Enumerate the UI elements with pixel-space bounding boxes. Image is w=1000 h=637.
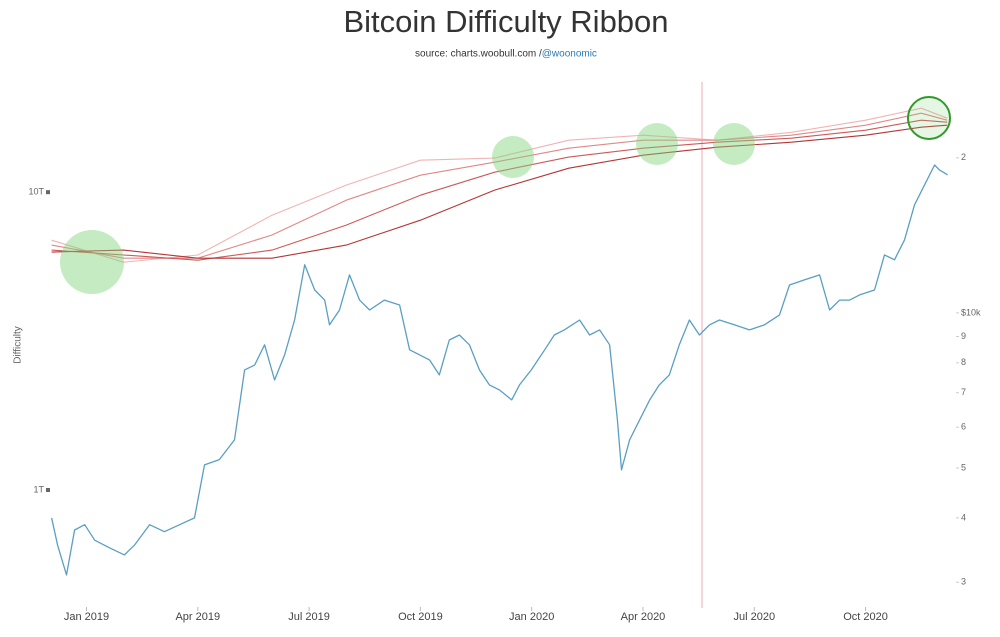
chart-title: Bitcoin Difficulty Ribbon <box>343 4 668 39</box>
x-tick-label: Apr 2020 <box>621 611 666 623</box>
y2-tick-label: 8 <box>961 357 966 367</box>
ribbon-line <box>51 107 948 263</box>
highlight-circle <box>60 230 124 294</box>
x-tick-label: Apr 2019 <box>175 611 220 623</box>
y2-tick-label: 3 <box>961 577 966 587</box>
subtitle-link[interactable]: @woonomic <box>542 49 597 60</box>
ribbon-line <box>51 112 948 259</box>
y-tick <box>46 487 50 492</box>
price-line <box>50 164 948 576</box>
highlight-circle <box>636 123 678 165</box>
highlight-circle <box>492 136 534 178</box>
plot-area <box>50 107 948 576</box>
x-tick-label: Jul 2019 <box>288 611 330 623</box>
y2-tick-label: 5 <box>961 462 966 472</box>
highlight-circle <box>907 96 951 140</box>
y2-tick-label: 7 <box>961 387 966 397</box>
x-tick-label: Jan 2019 <box>64 611 109 623</box>
y-axis-label: Difficulty <box>13 326 24 364</box>
highlights <box>60 96 951 294</box>
y-tick <box>46 190 50 195</box>
y2-tick-label: $10k <box>961 307 981 317</box>
ribbon-line <box>51 124 948 259</box>
y-tick-label: 10T <box>28 187 44 197</box>
highlight-circle <box>713 123 755 165</box>
x-tick-label: Jan 2020 <box>509 611 554 623</box>
y2-tick-label: 2 <box>961 152 966 162</box>
y2-tick-label: 9 <box>961 331 966 341</box>
subtitle: source: charts.woobull.com / <box>415 49 542 60</box>
y2-tick-label: 6 <box>961 422 966 432</box>
y2-tick-label: 4 <box>961 512 966 522</box>
x-tick-label: Jul 2020 <box>733 611 775 623</box>
y-tick-label: 1T <box>33 484 44 494</box>
x-tick-label: Oct 2020 <box>843 611 888 623</box>
x-tick-label: Oct 2019 <box>398 611 443 623</box>
